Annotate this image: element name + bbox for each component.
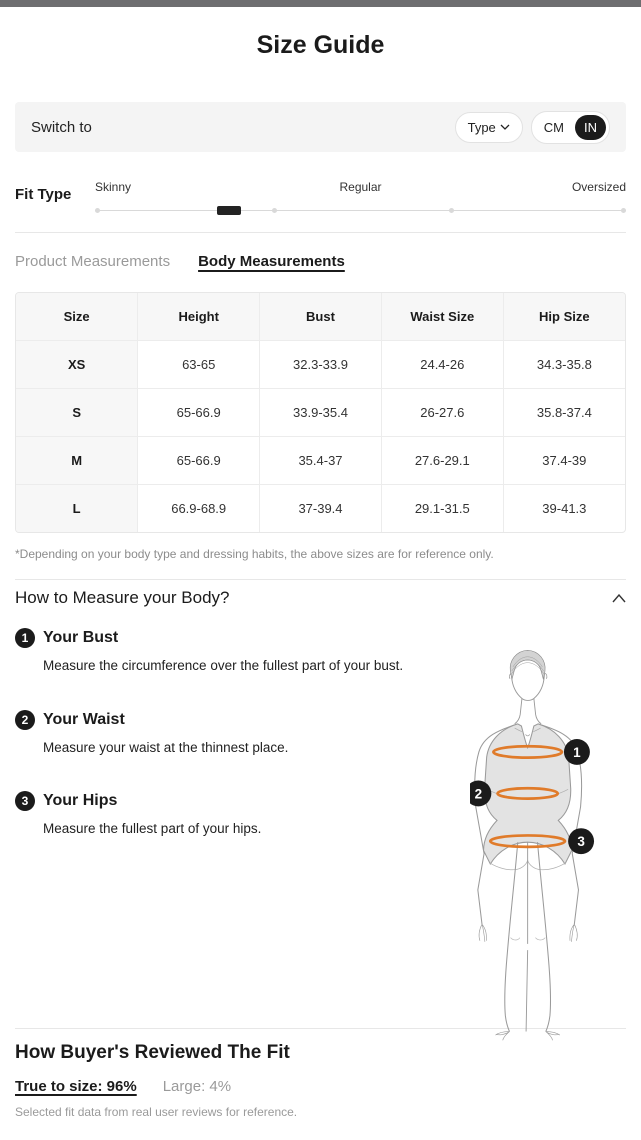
svg-text:1: 1 [573,745,581,760]
svg-text:2: 2 [475,786,483,801]
svg-text:3: 3 [577,834,585,849]
